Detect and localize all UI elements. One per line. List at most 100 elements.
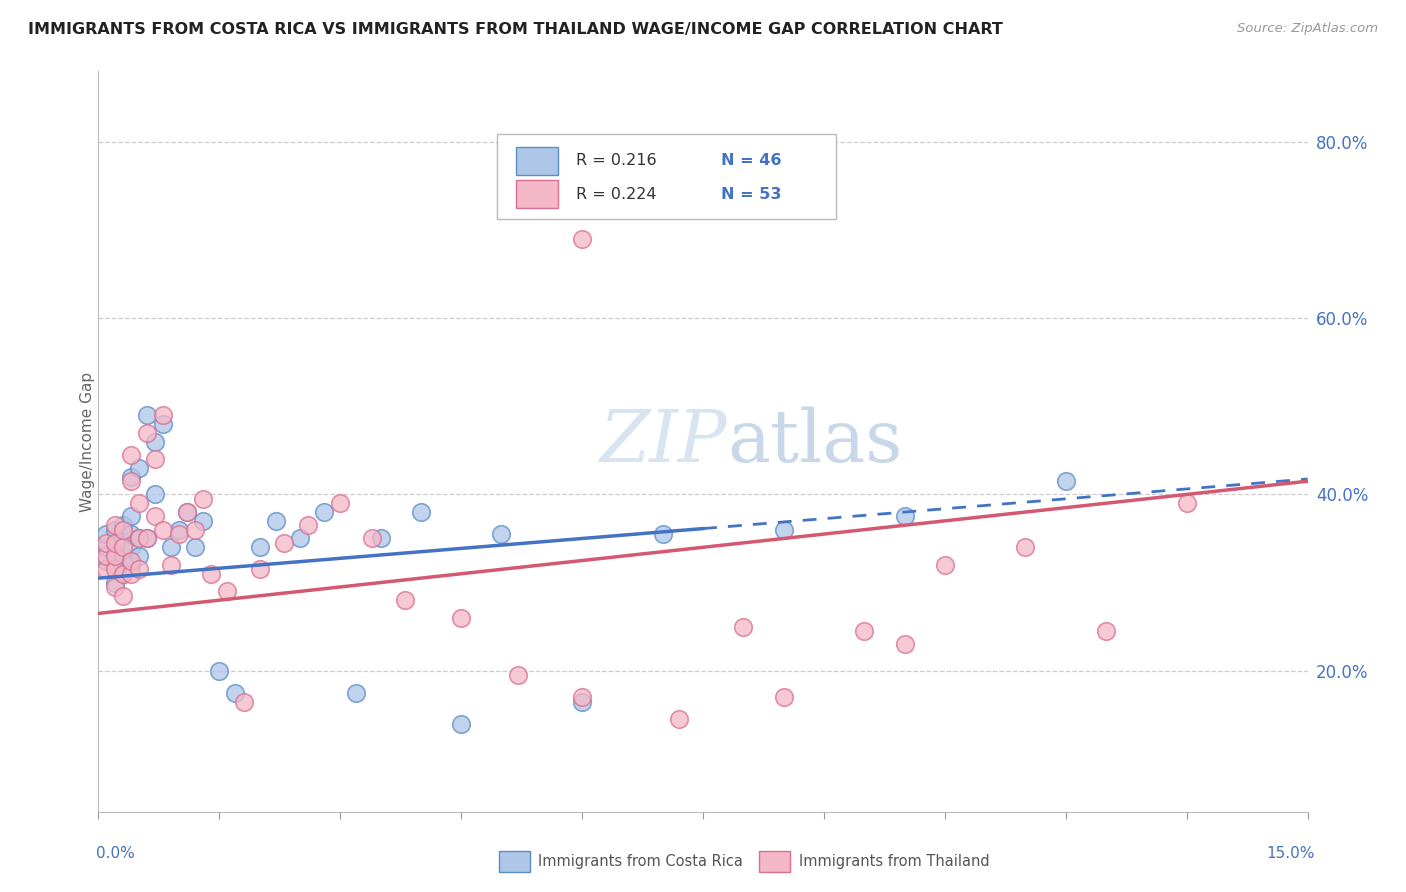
Text: 15.0%: 15.0% bbox=[1267, 846, 1315, 861]
Text: R = 0.224: R = 0.224 bbox=[576, 186, 657, 202]
Point bbox=[208, 664, 231, 678]
FancyBboxPatch shape bbox=[498, 135, 837, 219]
Point bbox=[288, 532, 311, 546]
Point bbox=[571, 694, 593, 708]
Point bbox=[96, 541, 118, 555]
Point bbox=[232, 694, 254, 708]
Point bbox=[450, 611, 472, 625]
Point bbox=[120, 566, 142, 581]
Point bbox=[1175, 496, 1198, 510]
Point bbox=[934, 558, 956, 572]
Point bbox=[571, 232, 593, 246]
Point bbox=[344, 686, 367, 700]
Point bbox=[120, 474, 142, 488]
Point bbox=[96, 553, 118, 567]
Point bbox=[217, 584, 239, 599]
Point bbox=[772, 523, 794, 537]
Point bbox=[370, 532, 392, 546]
Point bbox=[193, 491, 215, 506]
Text: atlas: atlas bbox=[727, 406, 903, 477]
Text: R = 0.216: R = 0.216 bbox=[576, 153, 657, 169]
Point bbox=[103, 549, 125, 563]
Point bbox=[111, 549, 134, 563]
Point bbox=[184, 523, 207, 537]
Point bbox=[224, 686, 246, 700]
Point bbox=[120, 470, 142, 484]
Point bbox=[128, 562, 150, 576]
Point bbox=[111, 532, 134, 546]
Point bbox=[143, 509, 166, 524]
Point bbox=[893, 637, 915, 651]
Text: N = 46: N = 46 bbox=[721, 153, 782, 169]
Point bbox=[120, 558, 142, 572]
Point bbox=[1054, 474, 1077, 488]
Point bbox=[394, 593, 416, 607]
Point bbox=[103, 545, 125, 559]
Point bbox=[314, 505, 336, 519]
Point bbox=[152, 523, 174, 537]
Point bbox=[176, 505, 198, 519]
Point bbox=[96, 527, 118, 541]
Point bbox=[273, 536, 295, 550]
Point bbox=[297, 518, 319, 533]
Point bbox=[167, 523, 190, 537]
Point bbox=[450, 716, 472, 731]
Point bbox=[264, 514, 287, 528]
Text: IMMIGRANTS FROM COSTA RICA VS IMMIGRANTS FROM THAILAND WAGE/INCOME GAP CORRELATI: IMMIGRANTS FROM COSTA RICA VS IMMIGRANTS… bbox=[28, 22, 1002, 37]
Point bbox=[813, 196, 835, 211]
Point bbox=[103, 575, 125, 590]
Point bbox=[128, 496, 150, 510]
Point bbox=[772, 690, 794, 705]
Point bbox=[111, 523, 134, 537]
Point bbox=[167, 527, 190, 541]
Point bbox=[111, 541, 134, 555]
Point bbox=[128, 532, 150, 546]
Point bbox=[135, 425, 157, 440]
Point bbox=[135, 532, 157, 546]
Text: Immigrants from Thailand: Immigrants from Thailand bbox=[799, 855, 990, 869]
Point bbox=[111, 566, 134, 581]
Point bbox=[120, 527, 142, 541]
Point bbox=[103, 536, 125, 550]
Point bbox=[1095, 624, 1118, 638]
Point bbox=[103, 558, 125, 572]
Point bbox=[143, 452, 166, 467]
Point bbox=[200, 566, 222, 581]
Text: ZIP: ZIP bbox=[600, 406, 727, 477]
Point bbox=[103, 580, 125, 594]
Point bbox=[651, 527, 673, 541]
Point bbox=[571, 690, 593, 705]
Bar bbox=[516, 180, 558, 209]
Y-axis label: Wage/Income Gap: Wage/Income Gap bbox=[80, 371, 94, 512]
Point bbox=[120, 448, 142, 462]
Point bbox=[160, 558, 183, 572]
Point bbox=[96, 549, 118, 563]
Point bbox=[409, 505, 432, 519]
Point bbox=[184, 541, 207, 555]
Point bbox=[506, 668, 529, 682]
Point bbox=[103, 536, 125, 550]
Text: Source: ZipAtlas.com: Source: ZipAtlas.com bbox=[1237, 22, 1378, 36]
Point bbox=[96, 562, 118, 576]
Point bbox=[103, 523, 125, 537]
Point bbox=[120, 509, 142, 524]
Point bbox=[128, 461, 150, 475]
Point bbox=[103, 562, 125, 576]
Point bbox=[111, 589, 134, 603]
Point bbox=[128, 532, 150, 546]
Point bbox=[111, 518, 134, 533]
Text: N = 53: N = 53 bbox=[721, 186, 782, 202]
Point bbox=[135, 408, 157, 422]
Point bbox=[491, 527, 513, 541]
Point bbox=[249, 562, 271, 576]
Point bbox=[143, 434, 166, 449]
Point bbox=[96, 536, 118, 550]
Point bbox=[120, 541, 142, 555]
Point bbox=[152, 417, 174, 431]
Point bbox=[853, 624, 876, 638]
Point bbox=[111, 566, 134, 581]
Point bbox=[329, 496, 352, 510]
Point bbox=[893, 509, 915, 524]
Point bbox=[1014, 541, 1036, 555]
Point bbox=[160, 541, 183, 555]
